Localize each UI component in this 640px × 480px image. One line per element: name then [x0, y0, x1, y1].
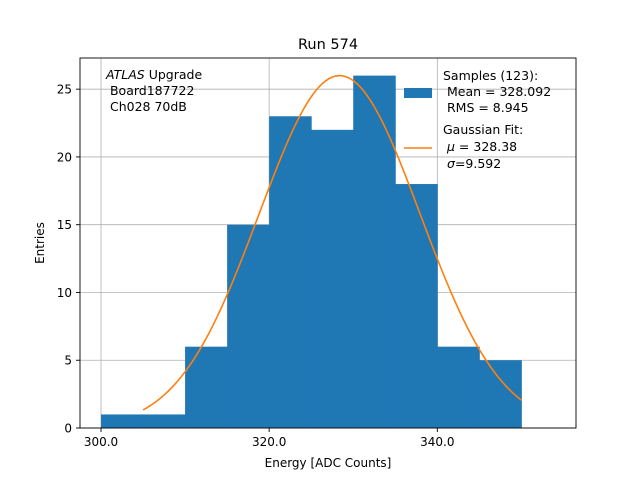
histogram-bar-8 — [437, 346, 480, 428]
histogram-bar-5 — [311, 129, 354, 429]
legend-samples-mean: Mean = 328.092 — [443, 84, 551, 99]
y-tick-label-5: 25 — [57, 83, 72, 97]
y-tick-label-0: 0 — [64, 422, 72, 436]
annotation-channel: Ch028 70dB — [106, 99, 187, 114]
legend-samples-swatch — [404, 88, 432, 98]
x-axis-label: Energy [ADC Counts] — [265, 456, 392, 470]
legend-mu-value: = 328.38 — [455, 139, 517, 154]
y-axis-ticks: 0 5 10 15 20 25 — [57, 83, 80, 436]
histogram-bar-1 — [143, 414, 186, 428]
histogram-bar-4 — [269, 116, 312, 429]
legend-fit-sigma: σ=9.592 — [447, 156, 501, 171]
annotation-box: ATLAS Upgrade Board187722 Ch028 70dB — [105, 67, 202, 114]
plot-frame — [79, 57, 577, 429]
annotation-experiment-suffix: Upgrade — [145, 67, 203, 82]
legend-sigma-value: =9.592 — [455, 156, 501, 171]
histogram-bar-7 — [395, 184, 438, 428]
legend-sigma-symbol: σ — [447, 156, 456, 171]
annotation-board: Board187722 — [106, 83, 194, 98]
y-axis-label: Entries — [33, 222, 47, 264]
histogram-bar-3 — [227, 224, 270, 428]
histogram-bar-2 — [185, 346, 228, 428]
legend: Samples (123): Mean = 328.092 RMS = 8.94… — [404, 68, 551, 171]
legend-mu-symbol: μ — [446, 139, 455, 154]
x-tick-label-0: 300.0 — [84, 435, 118, 449]
histogram-bar-6 — [353, 75, 396, 428]
annotation-experiment: ATLAS — [105, 67, 145, 82]
histogram-bar-0 — [101, 414, 144, 428]
x-tick-label-1: 320.0 — [252, 435, 286, 449]
y-tick-label-3: 15 — [57, 218, 72, 232]
y-tick-label-4: 20 — [57, 150, 72, 164]
x-axis-ticks: 300.0 320.0 340.0 — [84, 428, 454, 449]
gaussian-fit-curve — [142, 74, 522, 411]
legend-fit-title: Gaussian Fit: — [443, 122, 523, 137]
y-tick-label-2: 10 — [57, 286, 72, 300]
x-tick-label-2: 340.0 — [420, 435, 454, 449]
legend-samples-title: Samples (123): — [443, 68, 538, 83]
histogram-bar-9 — [479, 360, 522, 428]
chart-title: Run 574 — [298, 37, 358, 53]
legend-samples-rms: RMS = 8.945 — [443, 100, 529, 115]
y-tick-label-1: 5 — [64, 354, 72, 368]
annotation-line-1: ATLAS Upgrade — [105, 67, 202, 82]
legend-fit-mu: μ = 328.38 — [446, 139, 517, 154]
